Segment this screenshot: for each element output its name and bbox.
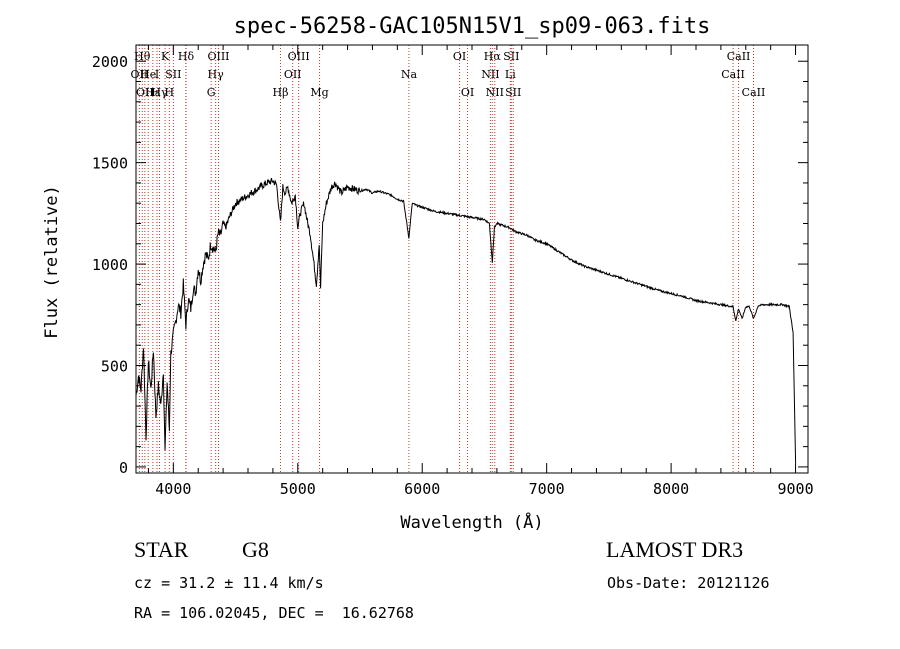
spectral-line-label: K	[161, 50, 170, 63]
spectral-line-label: CaII	[742, 86, 766, 99]
spectral-line-label: NII	[481, 68, 499, 81]
spectral-line-label: Hδ	[178, 50, 195, 63]
spectral-line-label: SII	[505, 86, 521, 99]
spectral-line-label: OIII	[207, 50, 229, 63]
spectral-line-label: OII	[131, 68, 149, 81]
spectral-line-label: SII	[503, 50, 519, 63]
x-axis-label: Wavelength (Å)	[400, 511, 543, 533]
spectral-line-label: Hγ	[151, 86, 168, 99]
spectral-line-label: OII	[284, 68, 302, 81]
spectral-line-label: Hθ	[134, 50, 151, 63]
spectral-line-label: CaII	[721, 68, 745, 81]
spectral-line-label: G	[207, 86, 216, 99]
plot-frame	[135, 44, 809, 474]
spectral-line-label: OI	[453, 50, 466, 63]
x-tick-label: 7000	[529, 480, 565, 498]
spectral-line-label: Na	[401, 68, 418, 81]
survey-name: LAMOST DR3	[606, 537, 744, 562]
spectral-line-label: SII	[165, 68, 181, 81]
coordinates-text: RA = 106.02045, DEC = 16.62768	[134, 604, 414, 622]
series-flux-line	[135, 177, 797, 463]
spectral-line-label: OI	[461, 86, 474, 99]
y-tick-label: 1000	[92, 256, 128, 274]
spectral-line-label: H	[165, 86, 175, 99]
spectral-line-label: OIII	[288, 50, 310, 63]
y-axis-label: Flux (relative)	[42, 185, 62, 339]
spectrum-chart: spec-56258-GAC105N15V1_sp09-063.fits OII…	[42, 14, 814, 533]
spectral-line-label: Hε	[145, 86, 161, 99]
y-tick-label: 500	[101, 357, 128, 375]
spectral-line-label: Hγ	[208, 68, 225, 81]
y-tick-label: 1500	[92, 155, 128, 173]
object-class: STAR	[134, 537, 189, 562]
x-tick-label: 9000	[777, 480, 813, 498]
x-tick-label: 6000	[404, 480, 440, 498]
spectral-line-label: Mg	[310, 86, 328, 99]
x-tick-label: 8000	[653, 480, 689, 498]
y-tick-label: 0	[119, 459, 128, 477]
spectral-line-label: NII	[486, 86, 504, 99]
spectral-line-label: CaII	[727, 50, 751, 63]
velocity-text: cz = 31.2 ± 11.4 km/s	[134, 574, 324, 592]
x-tick-label: 4000	[155, 480, 191, 498]
y-tick-label: 2000	[92, 53, 128, 71]
object-subclass: G8	[242, 537, 269, 562]
spectral-line-label: OII	[136, 86, 154, 99]
x-tick-label: 5000	[280, 480, 316, 498]
spectral-line-label: He	[140, 68, 156, 81]
chart-title: spec-56258-GAC105N15V1_sp09-063.fits	[234, 14, 711, 39]
spectral-line-label: Hα	[484, 50, 502, 63]
obs-date-text: Obs-Date: 20121126	[607, 574, 770, 592]
spectral-line-label: Li	[505, 68, 516, 81]
spectral-line-label: I	[155, 68, 159, 81]
spectral-line-label: Hβ	[273, 86, 289, 99]
